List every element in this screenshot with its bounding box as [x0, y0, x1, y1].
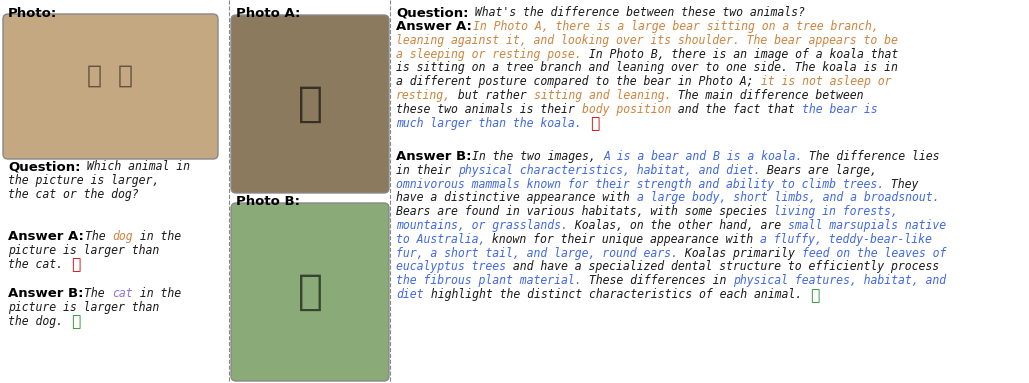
- Text: the dog.: the dog.: [8, 314, 63, 327]
- Text: and have a specialized dental structure to efficiently process: and have a specialized dental structure …: [506, 260, 939, 273]
- Text: a large body, short limbs, and a broadsnout.: a large body, short limbs, and a broadsn…: [637, 192, 939, 205]
- FancyBboxPatch shape: [230, 203, 389, 381]
- Text: 🐕  🐈: 🐕 🐈: [87, 64, 133, 88]
- Text: the cat or the dog?: the cat or the dog?: [8, 188, 139, 201]
- Text: In Photo A, there is a large bear sitting on a tree branch,: In Photo A, there is a large bear sittin…: [473, 20, 879, 33]
- Text: In the two images,: In the two images,: [472, 150, 603, 163]
- Text: Bears are large,: Bears are large,: [760, 164, 878, 177]
- Text: ✔: ✔: [63, 314, 81, 330]
- Text: Which animal in: Which animal in: [80, 160, 190, 173]
- Text: the cat.: the cat.: [8, 258, 63, 271]
- Text: the picture is larger,: the picture is larger,: [8, 174, 159, 187]
- Text: diet: diet: [396, 288, 424, 301]
- Text: have a distinctive appearance with: have a distinctive appearance with: [396, 192, 637, 205]
- Text: a different posture compared to the bear in Photo A;: a different posture compared to the bear…: [396, 75, 753, 88]
- Text: The difference lies: The difference lies: [803, 150, 941, 163]
- Text: in their: in their: [396, 164, 458, 177]
- Text: eucalyptus trees: eucalyptus trees: [396, 260, 506, 273]
- Text: cat: cat: [112, 287, 133, 300]
- Text: mountains, or grasslands.: mountains, or grasslands.: [396, 219, 568, 232]
- FancyBboxPatch shape: [3, 14, 218, 159]
- Text: ✔: ✔: [802, 288, 820, 303]
- Text: in the: in the: [133, 287, 181, 300]
- Text: The: The: [84, 287, 112, 300]
- Text: The: The: [84, 230, 112, 243]
- Text: known for their unique appearance with: known for their unique appearance with: [486, 233, 760, 246]
- Text: leaning against it, and looking over its shoulder. The bear appears to be: leaning against it, and looking over its…: [396, 34, 898, 47]
- Text: What's the difference between these two animals?: What's the difference between these two …: [468, 6, 806, 19]
- Text: In Photo B, there is an image of a koala that: In Photo B, there is an image of a koala…: [581, 47, 898, 61]
- Text: dog: dog: [112, 230, 133, 243]
- Text: Answer B:: Answer B:: [396, 150, 471, 163]
- Text: ❌: ❌: [63, 258, 81, 273]
- Text: small marsupials native: small marsupials native: [788, 219, 946, 232]
- Text: Answer A:: Answer A:: [8, 230, 84, 243]
- Text: Photo B:: Photo B:: [236, 195, 300, 208]
- Text: physical features, habitat, and: physical features, habitat, and: [733, 274, 946, 287]
- Text: A is a bear and B is a koala.: A is a bear and B is a koala.: [603, 150, 803, 163]
- Text: the fibrous plant material.: the fibrous plant material.: [396, 274, 581, 287]
- Text: a sleeping or resting pose.: a sleeping or resting pose.: [396, 47, 581, 61]
- Text: Answer A:: Answer A:: [396, 20, 472, 33]
- Text: picture is larger than: picture is larger than: [8, 301, 159, 314]
- Text: Question:: Question:: [8, 160, 80, 173]
- Text: These differences in: These differences in: [581, 274, 733, 287]
- Text: Photo A:: Photo A:: [236, 7, 300, 20]
- Text: a fluffy, teddy-bear-like: a fluffy, teddy-bear-like: [760, 233, 932, 246]
- Text: Koalas, on the other hand, are: Koalas, on the other hand, are: [568, 219, 788, 232]
- Text: the bear is: the bear is: [802, 103, 878, 116]
- Text: The main difference between: The main difference between: [671, 89, 863, 102]
- Text: Question:: Question:: [8, 160, 80, 173]
- Text: in the: in the: [133, 230, 181, 243]
- Text: 🐨: 🐨: [297, 271, 322, 313]
- Text: Question:: Question:: [396, 6, 468, 19]
- Text: omnivorous mammals known for their strength and ability to climb trees.: omnivorous mammals known for their stren…: [396, 178, 884, 191]
- Text: ❌: ❌: [581, 116, 600, 132]
- Text: picture is larger than: picture is larger than: [8, 244, 159, 257]
- Text: Bears are found in various habitats, with some species: Bears are found in various habitats, wit…: [396, 205, 774, 218]
- Text: these two animals is their: these two animals is their: [396, 103, 581, 116]
- Text: living in forests,: living in forests,: [774, 205, 898, 218]
- Text: 🐻: 🐻: [297, 83, 322, 125]
- Text: Answer B:: Answer B:: [8, 287, 83, 300]
- Text: but rather: but rather: [451, 89, 533, 102]
- Text: physical characteristics, habitat, and diet.: physical characteristics, habitat, and d…: [458, 164, 760, 177]
- Text: to Australia,: to Australia,: [396, 233, 486, 246]
- FancyBboxPatch shape: [230, 15, 389, 193]
- Text: Koalas primarily: Koalas primarily: [678, 247, 802, 260]
- Text: fur, a short tail, and large, round ears.: fur, a short tail, and large, round ears…: [396, 247, 678, 260]
- Text: is sitting on a tree branch and leaning over to one side. The koala is in: is sitting on a tree branch and leaning …: [396, 61, 898, 74]
- Text: highlight the distinct characteristics of each animal.: highlight the distinct characteristics o…: [424, 288, 802, 301]
- Text: Photo:: Photo:: [8, 7, 58, 20]
- Text: resting,: resting,: [396, 89, 451, 102]
- Text: and the fact that: and the fact that: [671, 103, 802, 116]
- Text: it is not asleep or: it is not asleep or: [753, 75, 891, 88]
- Text: much larger than the koala.: much larger than the koala.: [396, 116, 581, 129]
- Text: They: They: [884, 178, 919, 191]
- Text: sitting and leaning.: sitting and leaning.: [533, 89, 671, 102]
- Text: feed on the leaves of: feed on the leaves of: [802, 247, 946, 260]
- Text: body position: body position: [581, 103, 671, 116]
